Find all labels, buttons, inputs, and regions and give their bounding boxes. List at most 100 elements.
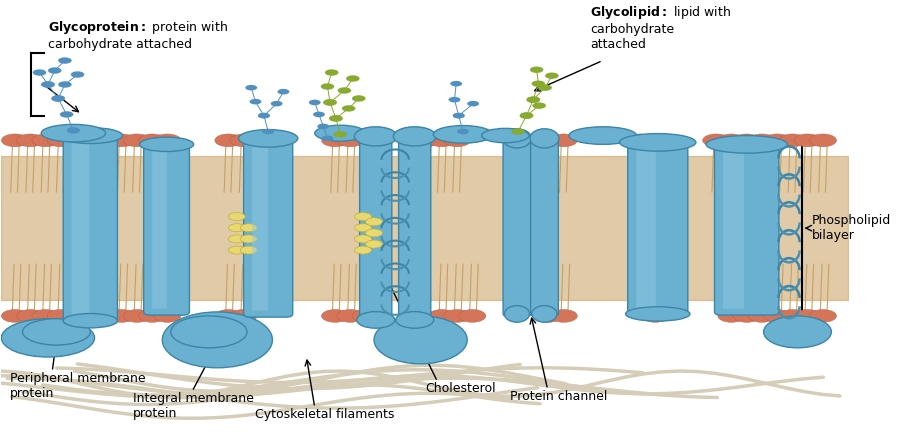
Circle shape xyxy=(531,80,545,87)
Circle shape xyxy=(337,134,364,147)
Circle shape xyxy=(779,134,806,147)
Circle shape xyxy=(794,134,821,147)
Circle shape xyxy=(17,309,44,323)
Circle shape xyxy=(413,134,441,147)
Circle shape xyxy=(354,246,371,254)
Circle shape xyxy=(809,134,836,147)
Circle shape xyxy=(718,309,745,323)
FancyBboxPatch shape xyxy=(244,135,293,317)
Circle shape xyxy=(154,309,181,323)
Circle shape xyxy=(322,309,349,323)
Ellipse shape xyxy=(530,129,559,148)
Circle shape xyxy=(2,309,29,323)
Ellipse shape xyxy=(357,312,395,328)
Circle shape xyxy=(17,134,44,147)
Circle shape xyxy=(334,131,347,138)
Circle shape xyxy=(354,224,371,232)
FancyBboxPatch shape xyxy=(530,136,558,316)
Circle shape xyxy=(123,309,150,323)
Circle shape xyxy=(309,100,321,105)
Circle shape xyxy=(138,134,165,147)
Circle shape xyxy=(51,95,65,102)
Text: Protein channel: Protein channel xyxy=(510,390,607,403)
Circle shape xyxy=(240,224,257,232)
FancyBboxPatch shape xyxy=(503,136,530,316)
Circle shape xyxy=(240,246,257,254)
FancyBboxPatch shape xyxy=(398,134,431,322)
Circle shape xyxy=(642,309,669,323)
FancyBboxPatch shape xyxy=(252,142,268,311)
FancyBboxPatch shape xyxy=(636,146,656,311)
Circle shape xyxy=(271,101,282,107)
Ellipse shape xyxy=(63,313,118,328)
Ellipse shape xyxy=(41,125,105,142)
Circle shape xyxy=(47,134,75,147)
Circle shape xyxy=(322,135,334,141)
Circle shape xyxy=(338,87,352,94)
Circle shape xyxy=(258,113,270,118)
Ellipse shape xyxy=(396,312,433,328)
Circle shape xyxy=(108,134,135,147)
Text: $\mathbf{Glycolipid:}$ lipid with
carbohydrate
attached: $\mathbf{Glycolipid:}$ lipid with carboh… xyxy=(590,3,731,51)
Circle shape xyxy=(342,105,355,111)
Circle shape xyxy=(337,309,364,323)
Circle shape xyxy=(734,134,761,147)
Circle shape xyxy=(58,81,72,88)
Circle shape xyxy=(545,73,558,79)
Ellipse shape xyxy=(171,316,247,348)
Circle shape xyxy=(41,81,55,88)
Circle shape xyxy=(450,81,462,87)
Circle shape xyxy=(352,309,379,323)
Circle shape xyxy=(47,309,75,323)
Text: Integral membrane
protein: Integral membrane protein xyxy=(133,392,254,420)
Circle shape xyxy=(457,129,469,134)
Circle shape xyxy=(532,102,546,109)
Circle shape xyxy=(329,115,343,121)
Circle shape xyxy=(453,113,465,118)
Circle shape xyxy=(535,134,562,147)
Circle shape xyxy=(324,99,337,106)
Circle shape xyxy=(520,112,533,119)
Circle shape xyxy=(748,309,776,323)
Text: $\mathbf{Glycoprotein:}$ protein with
carbohydrate attached: $\mathbf{Glycoprotein:}$ protein with ca… xyxy=(48,19,228,51)
Circle shape xyxy=(258,113,270,118)
Circle shape xyxy=(58,57,72,64)
FancyBboxPatch shape xyxy=(72,139,89,318)
Circle shape xyxy=(67,127,80,134)
FancyBboxPatch shape xyxy=(628,139,688,317)
Ellipse shape xyxy=(315,125,366,141)
Circle shape xyxy=(48,67,61,74)
Circle shape xyxy=(325,69,338,76)
Circle shape xyxy=(794,309,821,323)
Circle shape xyxy=(215,134,242,147)
Circle shape xyxy=(550,309,577,323)
Circle shape xyxy=(535,309,562,323)
FancyBboxPatch shape xyxy=(723,148,744,309)
Ellipse shape xyxy=(139,137,193,152)
Circle shape xyxy=(31,309,59,323)
Circle shape xyxy=(627,134,654,147)
Circle shape xyxy=(322,134,349,147)
Text: Peripheral membrane
protein: Peripheral membrane protein xyxy=(10,372,146,400)
Circle shape xyxy=(263,129,274,134)
FancyBboxPatch shape xyxy=(715,141,779,315)
Circle shape xyxy=(228,224,245,232)
Circle shape xyxy=(748,134,776,147)
FancyBboxPatch shape xyxy=(360,134,392,322)
Circle shape xyxy=(278,89,289,94)
Ellipse shape xyxy=(482,128,529,143)
Ellipse shape xyxy=(532,305,557,322)
Text: Cholesterol: Cholesterol xyxy=(425,382,495,395)
Circle shape xyxy=(324,99,337,106)
Circle shape xyxy=(230,134,257,147)
Circle shape xyxy=(539,84,552,91)
Ellipse shape xyxy=(394,127,436,146)
Circle shape xyxy=(449,97,460,102)
Circle shape xyxy=(215,309,242,323)
Circle shape xyxy=(313,111,325,117)
Circle shape xyxy=(154,134,181,147)
Circle shape xyxy=(123,134,150,147)
Circle shape xyxy=(354,212,371,221)
Circle shape xyxy=(71,71,85,78)
Circle shape xyxy=(317,124,329,129)
